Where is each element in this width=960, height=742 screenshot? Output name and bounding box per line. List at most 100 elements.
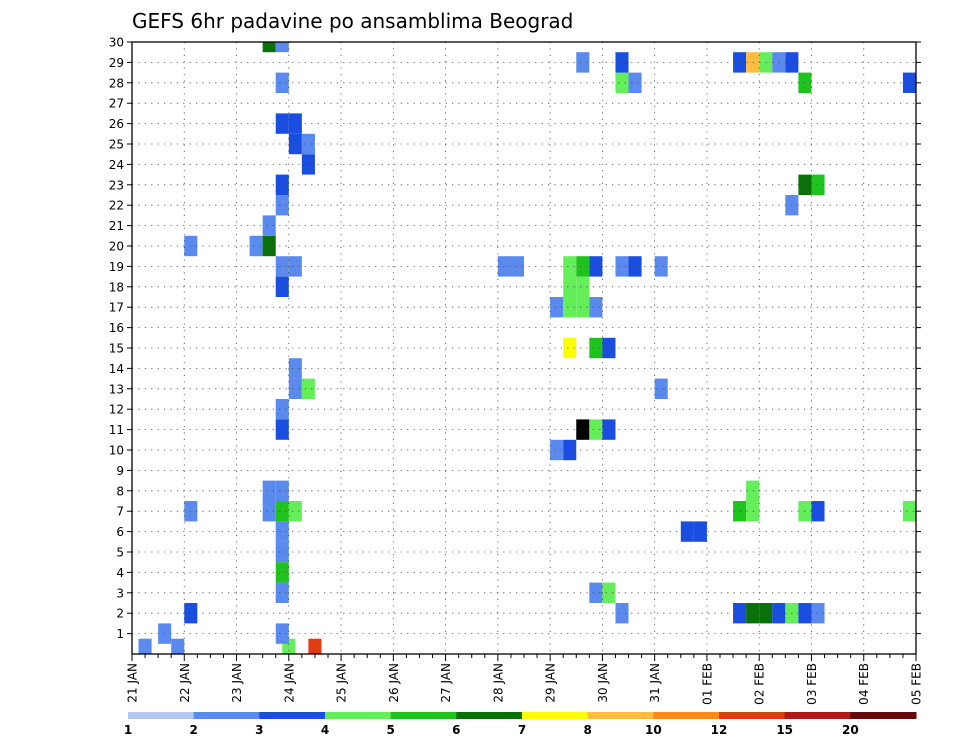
colorbar-label: 20 <box>842 723 859 737</box>
heatmap-cell <box>589 256 603 277</box>
grid-lines <box>132 42 916 654</box>
heatmap-cell <box>811 174 825 195</box>
y-tick-label: 2 <box>116 607 124 621</box>
heatmap-cell <box>693 521 707 542</box>
heatmap-cell <box>733 603 747 624</box>
y-tick-label: 30 <box>109 36 124 50</box>
heatmap-cell <box>262 215 276 236</box>
heatmap-cell <box>563 297 577 318</box>
y-tick-label: 23 <box>109 178 124 192</box>
heatmap-cell <box>615 603 629 624</box>
heatmap-cell <box>171 638 185 654</box>
heatmap-cell <box>550 439 564 461</box>
heatmap-cell <box>589 337 603 359</box>
heatmap-cell <box>902 72 916 93</box>
y-tick-label: 26 <box>109 117 124 131</box>
x-tick-label: 25 JAN <box>335 663 349 703</box>
x-tick-label: 02 FEB <box>753 663 767 705</box>
y-tick-label: 10 <box>109 444 124 458</box>
heatmap-cell <box>902 501 916 522</box>
heatmap-cell <box>275 623 289 644</box>
heatmap-cell <box>589 297 603 318</box>
chart-title: GEFS 6hr padavine po ansamblima Beograd <box>132 9 573 33</box>
x-tick-label: 23 JAN <box>230 663 244 703</box>
y-tick-label: 5 <box>116 546 124 560</box>
x-tick-label: 24 JAN <box>282 663 296 703</box>
heatmap-cell <box>654 378 668 399</box>
y-tick-label: 17 <box>109 301 124 315</box>
heatmap-cell <box>733 501 747 522</box>
y-axis: 1234567891011121314151617181920212223242… <box>109 36 921 641</box>
heatmap-cell <box>576 276 590 297</box>
y-tick-label: 19 <box>109 260 124 274</box>
colorbar-swatch <box>587 712 654 719</box>
y-tick-label: 8 <box>116 484 124 498</box>
heatmap-cell <box>275 195 289 216</box>
heatmap-cell <box>563 256 577 277</box>
x-axis: 21 JAN 22 JAN 23 JAN 24 JAN 25 JAN 26 JAN 27 J… <box>126 654 924 705</box>
y-tick-label: 21 <box>109 219 124 233</box>
heatmap-cell <box>576 52 590 73</box>
heatmap-cell <box>262 42 276 53</box>
heatmap-cell <box>746 501 760 522</box>
colorbar-swatch <box>259 712 326 719</box>
y-tick-label: 3 <box>116 586 124 600</box>
colorbar-label: 6 <box>452 723 460 737</box>
heatmap-cell <box>628 256 642 277</box>
heatmap-cell <box>275 562 289 583</box>
heatmap-cell <box>288 256 302 277</box>
x-tick-label: 22 JAN <box>178 663 192 703</box>
x-tick-label: 26 JAN <box>387 663 401 703</box>
y-tick-label: 15 <box>109 342 124 356</box>
y-tick-label: 27 <box>109 97 124 111</box>
y-tick-label: 20 <box>109 240 124 254</box>
x-tick-label: 04 FEB <box>857 663 871 705</box>
y-tick-label: 24 <box>109 158 124 172</box>
heatmap-cell <box>589 419 603 440</box>
heatmap-cell <box>275 541 289 563</box>
heatmap-cell <box>576 419 590 440</box>
x-tick-label: 27 JAN <box>439 663 453 703</box>
y-tick-label: 7 <box>116 505 124 519</box>
heatmap-cell <box>654 256 668 277</box>
colorbar-swatch <box>719 712 786 719</box>
heatmap-cell <box>733 52 747 73</box>
x-tick-label: 01 FEB <box>700 663 714 705</box>
y-tick-label: 16 <box>109 321 124 335</box>
heatmap-cell <box>628 72 642 93</box>
y-tick-label: 11 <box>109 423 124 437</box>
heatmap-cell <box>184 235 198 257</box>
colorbar-label: 2 <box>189 723 197 737</box>
heatmap-cell <box>288 378 302 399</box>
y-tick-label: 6 <box>116 525 124 539</box>
x-tick-label: 31 JAN <box>648 663 662 703</box>
y-tick-label: 1 <box>116 627 124 641</box>
heatmap-cell <box>497 256 511 277</box>
heatmap-cell <box>275 521 289 542</box>
heatmap-cell <box>615 52 629 73</box>
heatmap-cell <box>589 582 603 603</box>
x-tick-label: 30 JAN <box>596 663 610 703</box>
heatmap-cell <box>275 399 289 420</box>
colorbar-swatch <box>390 712 457 719</box>
heatmap-cell <box>550 297 564 318</box>
heatmap-cell <box>288 501 302 522</box>
heatmap-cell <box>288 133 302 155</box>
heatmap-cell <box>301 133 315 155</box>
heatmap-cell <box>275 256 289 277</box>
heatmap-cell <box>275 72 289 93</box>
heatmap-cell <box>576 297 590 318</box>
heatmap-cell <box>746 52 760 73</box>
heatmap-cell <box>301 378 315 399</box>
heatmap-cells <box>138 42 916 654</box>
heatmap-cell <box>249 235 263 257</box>
heatmap-cell <box>288 113 302 134</box>
y-tick-label: 25 <box>109 138 124 152</box>
colorbar-label: 15 <box>776 723 793 737</box>
x-tick-label: 21 JAN <box>126 663 140 703</box>
y-tick-label: 12 <box>109 403 124 417</box>
heatmap-cell <box>288 358 302 379</box>
heatmap-cell <box>275 582 289 603</box>
heatmap-cell <box>563 337 577 359</box>
heatmap-cell <box>510 256 524 277</box>
